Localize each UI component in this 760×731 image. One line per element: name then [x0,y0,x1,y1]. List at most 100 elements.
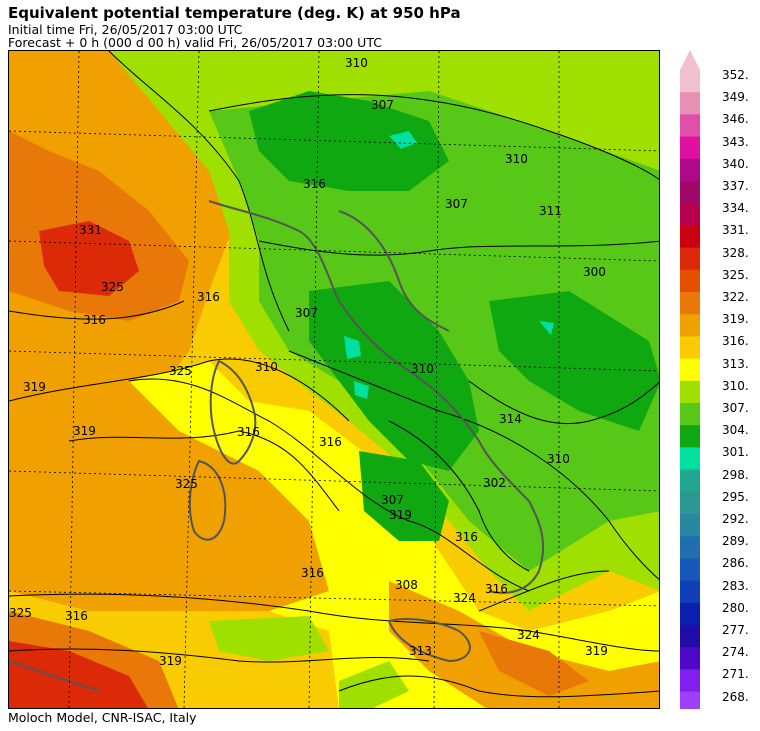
colorbar-label: 316. [722,334,749,349]
field-cyan-4 [539,321,554,335]
contour-label: 308 [395,578,418,592]
colorbar-label: 304. [722,423,749,438]
field-dark-green-south [359,451,449,541]
colorbar-cell [680,536,700,559]
field-orange-south [389,581,659,708]
colorbar-label: 298. [722,467,749,482]
field-cyan-2 [354,381,369,399]
colorbar-cell [680,70,700,93]
colorbar-cell [680,358,700,382]
contour-label: 316 [455,530,478,544]
contour-label: 319 [159,654,182,668]
colorbar-label: 352. [722,68,749,82]
colorbar-label: 274. [722,645,749,660]
colorbar-label: 277. [722,623,749,637]
contour-label: 311 [539,204,562,218]
colorbar-label: 295. [722,489,749,504]
contour-label: 310 [255,360,278,374]
colorbar-cell [680,225,700,249]
contour-label: 307 [295,306,318,320]
colorbar-label: 343. [722,134,749,149]
colorbar-cell [680,514,700,537]
colorbar-cell [680,247,700,271]
contour-label: 316 [83,313,106,327]
contour-label: 310 [547,452,570,466]
colorbar-arrow-top [680,50,700,70]
colorbar-label: 310. [722,378,749,393]
colorbar-label: 340. [722,156,749,171]
weather-map: 310 307 310 311 300 307 316 325 331 316 … [8,50,660,709]
map-title: Equivalent potential temperature (deg. K… [8,4,461,22]
colorbar-label: 319. [722,312,749,327]
graticule [9,51,659,708]
colorbar-label: 268. [722,689,749,704]
contour-label: 324 [517,628,540,642]
colorbar-cell [680,447,700,471]
contour-label: 319 [389,508,412,522]
colorbar-cells [680,50,700,709]
colorbar-cell [680,425,700,448]
contour-label: 316 [197,290,220,304]
forecast-valid-time: Forecast + 0 h (000 d 00 h) valid Fri, 2… [8,35,382,50]
colorbar-label: 289. [722,534,749,549]
colorbar-label: 322. [722,290,749,304]
colorbar-cell [680,602,700,626]
colorbar-cell [680,136,700,160]
colorbar-cell [680,314,700,337]
colorbar-label: 292. [722,512,749,526]
field-red-sw [9,641,148,708]
colorbar-label: 349. [722,90,749,105]
contour-label: 325 [101,280,124,294]
colorbar-cell [680,269,700,293]
contour-label: 307 [371,98,394,112]
colorbar-label: 337. [722,179,749,193]
colorbar-label: 301. [722,445,749,460]
contour-label: 310 [345,56,368,70]
contour-label: 302 [483,476,506,490]
colorbar-cell [680,491,700,515]
contour-label: 310 [505,152,528,166]
colorbar-cell [680,558,700,582]
colorbar-cell [680,203,700,226]
colorbar-label: 271. [722,667,749,682]
colorbar-cell [680,403,700,426]
colorbar-cell [680,580,700,604]
contour-label: 307 [381,493,404,507]
field-deeporange-south [479,631,589,696]
contour-label: 300 [583,265,606,279]
contour-label: 331 [79,223,102,237]
colorbar-label: 307. [722,401,749,415]
colorbar-cell [680,691,700,709]
colorbar-cell [680,336,700,360]
contour-label: 319 [73,424,96,438]
colorbar-label: 313. [722,356,749,371]
colorbar-cell [680,114,700,138]
contour-label: 316 [301,566,324,580]
field-lime-sw [209,616,329,661]
colorbar-cell [680,469,700,493]
model-credit: Moloch Model, CNR-ISAC, Italy [8,710,197,725]
contour-label: 310 [411,362,434,376]
contour-label: 325 [169,364,192,378]
colorbar-label: 325. [722,267,749,282]
contour-labels: 310 307 310 311 300 307 316 325 331 316 … [9,56,608,668]
contour-label: 316 [65,609,88,623]
contour-label: 316 [303,177,326,191]
colorbar-label: 346. [722,112,749,127]
field-lime-sicily [339,661,409,708]
initial-time: Initial time Fri, 26/05/2017 03:00 UTC [8,22,243,37]
colorbar-cell [680,669,700,693]
colorbar-cell [680,92,700,115]
colorbar-label: 280. [722,600,749,615]
colorbar-cell [680,380,700,404]
colorbar-cell [680,625,700,648]
field-dark-green [309,281,479,471]
colorbar-label: 328. [722,245,749,260]
colorbar-label: 334. [722,201,749,216]
colorbar [680,50,700,709]
contour-label: 307 [445,197,468,211]
contour-label: 316 [319,435,342,449]
contour-label: 319 [23,380,46,394]
colorbar-cell [680,181,700,204]
colorbar-label: 286. [722,556,749,571]
